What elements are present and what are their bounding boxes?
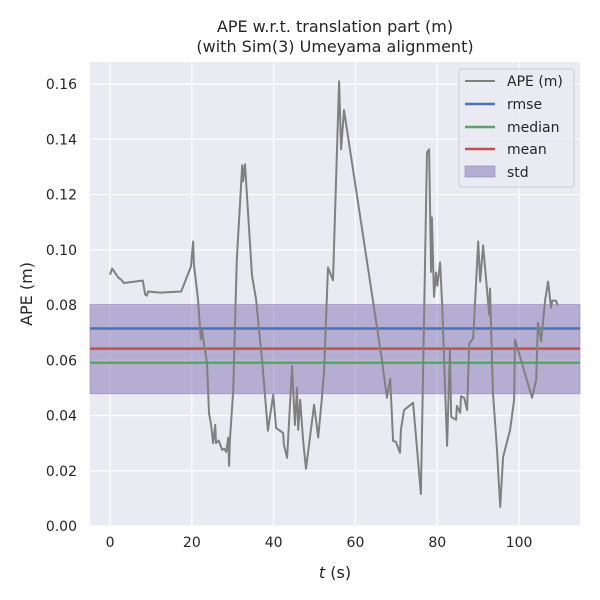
y-tick-label: 0.16: [46, 77, 77, 93]
x-tick-label: 100: [506, 535, 533, 551]
ape-series-line: [109, 80, 559, 508]
x-tick-label: 0: [106, 535, 115, 551]
x-axis-label-unit: (s): [325, 563, 351, 582]
chart-subtitle: (with Sim(3) Umeyama alignment): [196, 37, 473, 56]
y-tick-label: 0.04: [46, 409, 77, 425]
y-axis-label: APE (m): [17, 262, 36, 326]
legend: APE (m) rmse median mean std: [458, 68, 575, 188]
legend-rmse-label: rmse: [507, 97, 542, 113]
y-tick-label: 0.10: [46, 243, 77, 259]
legend-box: [458, 68, 575, 188]
chart-title: APE w.r.t. translation part (m): [217, 17, 453, 36]
x-axis-label-var: t: [319, 563, 326, 582]
legend-std-label: std: [507, 165, 529, 181]
legend-median-label: median: [507, 120, 559, 136]
y-tick-label: 0.06: [46, 353, 77, 369]
marks: [89, 80, 581, 508]
y-tick-label: 0.12: [46, 188, 77, 204]
y-tick-label: 0.14: [46, 132, 77, 148]
legend-std-swatch: [464, 165, 496, 178]
x-axis-label: t (s): [319, 563, 351, 582]
x-tick-label: 80: [428, 535, 446, 551]
legend-ape-label: APE (m): [507, 74, 563, 90]
x-tick-label: 40: [265, 535, 283, 551]
y-tick-label: 0.02: [46, 464, 77, 480]
x-tick-label: 60: [347, 535, 365, 551]
legend-mean-label: mean: [507, 142, 547, 158]
x-tick-label: 20: [183, 535, 201, 551]
y-tick-label: 0.00: [46, 519, 77, 535]
y-tick-label: 0.08: [46, 298, 77, 314]
ticks: 0 20 40 60 80 100 0.00 0.02 0.04 0.06 0.08 0.10 0.12…: [46, 77, 533, 551]
